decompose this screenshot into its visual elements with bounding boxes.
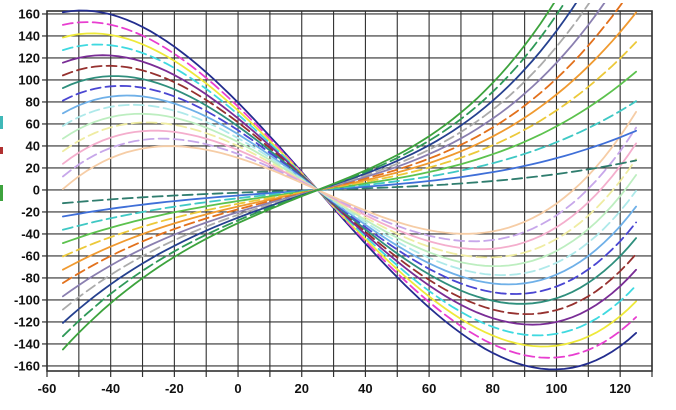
- x-axis-tick-label: 60: [422, 381, 436, 396]
- curve-18: [62, 100, 637, 231]
- curve-04: [62, 43, 637, 337]
- x-axis-tick-label: -60: [38, 381, 57, 396]
- curve-16: [62, 159, 637, 205]
- curve-23: [62, 3, 606, 298]
- x-axis-tick-label: 100: [546, 381, 568, 396]
- x-axis-tick-label: 80: [486, 381, 500, 396]
- curve-26: [62, 3, 566, 338]
- curve-08: [62, 84, 637, 295]
- plot-border: [46, 10, 653, 372]
- curve-11: [62, 112, 637, 268]
- curve-13: [62, 129, 637, 251]
- y-axis-tick-label: 0: [33, 182, 40, 197]
- curve-10: [62, 103, 637, 277]
- x-axis-tick-label: 20: [295, 381, 309, 396]
- curve-22: [62, 3, 624, 284]
- curve-21: [62, 11, 637, 271]
- y-axis-tick-label: -60: [21, 248, 40, 263]
- y-axis-tick-label: 80: [26, 94, 40, 109]
- curve-20: [62, 41, 637, 258]
- curve-15: [62, 111, 637, 235]
- y-axis-tick-label: -100: [14, 292, 40, 307]
- x-axis-tick-label: -40: [101, 381, 120, 396]
- curve-17: [62, 129, 637, 218]
- curve-07: [62, 75, 637, 305]
- y-axis-tick-label: -40: [21, 226, 40, 241]
- cropped-left-edge-artifact: [0, 147, 3, 154]
- curve-14: [62, 126, 637, 243]
- cropped-left-edge-artifact: [0, 116, 3, 129]
- y-axis-tick-label: 160: [18, 6, 40, 21]
- y-axis-tick-label: -80: [21, 270, 40, 285]
- x-axis-tick-label: 0: [234, 381, 241, 396]
- y-axis-tick-label: -140: [14, 336, 40, 351]
- curve-02: [62, 21, 637, 359]
- curve-01: [62, 9, 637, 371]
- x-axis-tick-label: 40: [358, 381, 372, 396]
- cropped-left-edge-artifact: [0, 185, 3, 201]
- x-axis-tick-label: 120: [609, 381, 631, 396]
- curve-03: [62, 32, 637, 348]
- curve-25: [62, 3, 578, 324]
- curve-27: [62, 3, 556, 351]
- y-axis-tick-label: 100: [18, 72, 40, 87]
- y-axis-tick-label: -160: [14, 358, 40, 373]
- y-axis-tick-label: 40: [26, 138, 40, 153]
- y-axis-tick-label: 140: [18, 28, 40, 43]
- curve-06: [62, 64, 637, 316]
- curve-24: [62, 3, 591, 311]
- y-axis-tick-label: -20: [21, 204, 40, 219]
- curve-05: [62, 54, 637, 326]
- curve-12: [62, 121, 637, 259]
- curve-19: [62, 70, 637, 244]
- y-axis-tick-label: -120: [14, 314, 40, 329]
- y-axis-tick-label: 20: [26, 160, 40, 175]
- y-axis-tick-label: 120: [18, 50, 40, 65]
- curve-09: [62, 94, 637, 286]
- y-axis-tick-label: 60: [26, 116, 40, 131]
- x-axis-tick-label: -20: [165, 381, 184, 396]
